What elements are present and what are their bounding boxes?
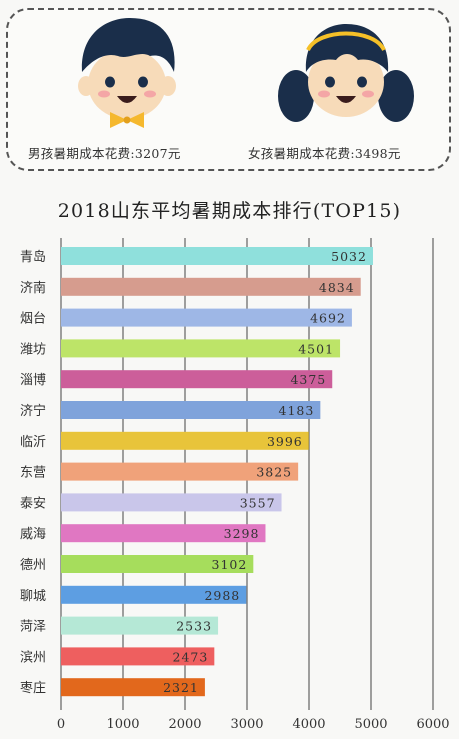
boy-avatar-icon	[78, 18, 176, 128]
bar-value-label: 4183	[279, 403, 315, 418]
category-label: 济宁	[20, 403, 46, 419]
bar-value-label: 2533	[176, 619, 212, 634]
category-label: 枣庄	[20, 680, 46, 696]
bar	[61, 401, 321, 419]
bar	[61, 493, 282, 512]
bar-value-label: 3102	[212, 557, 248, 572]
bar-value-label: 4692	[310, 311, 346, 326]
x-tick-label: 2000	[168, 717, 201, 732]
bar-value-label: 5032	[331, 249, 367, 264]
category-label: 济南	[20, 280, 46, 296]
category-label: 滨州	[20, 649, 46, 665]
bar-value-label: 2321	[163, 680, 199, 695]
girl-cost-caption: 女孩暑期成本花费:3498元	[248, 146, 401, 161]
x-tick-label: 5000	[354, 717, 387, 732]
bar-value-label: 3996	[267, 434, 303, 449]
bar	[61, 370, 333, 389]
category-label: 潍坊	[20, 342, 46, 357]
bar	[61, 524, 266, 543]
category-label: 淄博	[20, 373, 46, 388]
category-label: 聊城	[20, 589, 46, 604]
x-tick-label: 4000	[292, 717, 325, 732]
category-label: 东营	[20, 466, 46, 481]
bar	[61, 308, 352, 327]
category-label: 威海	[20, 527, 46, 542]
bar	[61, 431, 309, 450]
x-tick-label: 1000	[106, 717, 139, 732]
bar	[61, 277, 361, 296]
category-label: 烟台	[20, 312, 46, 327]
bar-value-label: 3298	[224, 526, 260, 541]
x-tick-label: 6000	[416, 717, 449, 732]
girl-avatar-icon	[278, 24, 414, 122]
bar	[61, 462, 299, 481]
bar	[61, 339, 341, 358]
bar-chart: 0 1000 2000 3000 4000 5000 6000 青岛 5032 济南 4834 烟台 4…	[20, 238, 450, 732]
category-label: 临沂	[20, 435, 46, 450]
category-label: 泰安	[20, 496, 46, 511]
bar-value-label: 3825	[256, 465, 292, 480]
bar	[61, 247, 373, 265]
category-label: 菏泽	[20, 620, 46, 635]
bar-value-label: 4501	[298, 341, 334, 356]
category-label: 青岛	[20, 249, 46, 265]
bar-value-label: 2473	[173, 649, 209, 664]
bar	[61, 555, 254, 573]
bar	[61, 678, 205, 697]
bar-value-label: 2988	[204, 588, 240, 603]
bar	[61, 616, 219, 635]
bar	[61, 585, 247, 604]
chart-title: 2018山东平均暑期成本排行(TOP15)	[57, 200, 402, 222]
bar-value-label: 4375	[290, 372, 326, 387]
bar	[61, 647, 215, 666]
boy-cost-caption: 男孩暑期成本花费:3207元	[28, 146, 181, 161]
bar-value-label: 3557	[240, 495, 276, 510]
category-label: 德州	[20, 558, 46, 573]
x-tick-label: 0	[57, 717, 65, 732]
x-tick-label: 3000	[230, 717, 263, 732]
bar-value-label: 4834	[319, 280, 355, 295]
